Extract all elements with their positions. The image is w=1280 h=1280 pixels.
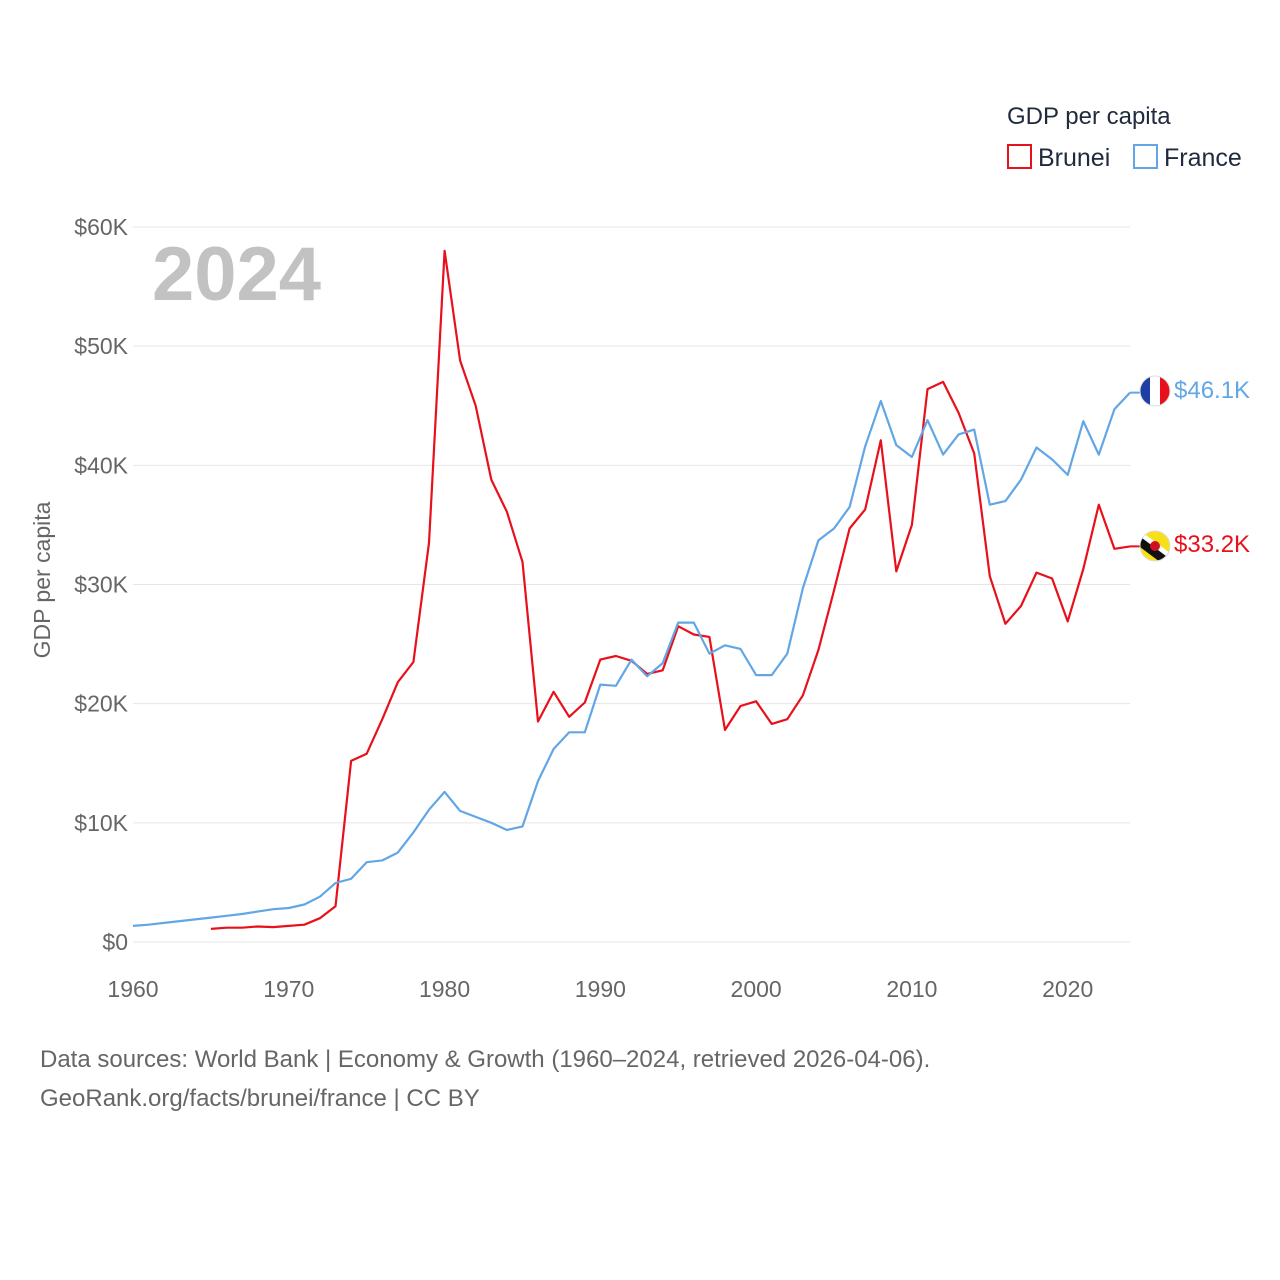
y-axis-label: GDP per capita bbox=[29, 501, 55, 658]
france-flag-icon bbox=[1140, 376, 1170, 406]
end-label-france: $46.1K bbox=[1174, 377, 1250, 404]
y-tick-label: $10K bbox=[74, 810, 128, 836]
x-tick-label: 2010 bbox=[886, 976, 937, 1002]
x-tick-label: 2020 bbox=[1042, 976, 1093, 1002]
legend-swatch-france bbox=[1133, 144, 1158, 169]
end-marker-brunei: $33.2K bbox=[1139, 530, 1250, 562]
legend-label-france: France bbox=[1164, 144, 1242, 172]
series-line-brunei bbox=[210, 249, 1131, 930]
series-lines bbox=[132, 249, 1140, 930]
legend-title: GDP per capita bbox=[1007, 103, 1171, 130]
end-label-brunei: $33.2K bbox=[1174, 531, 1250, 558]
data-source-line: Data sources: World Bank | Economy & Gro… bbox=[40, 1046, 931, 1073]
y-tick-label: $30K bbox=[74, 572, 128, 598]
year-label: 2024 bbox=[152, 232, 321, 317]
x-tick-label: 2000 bbox=[731, 976, 782, 1002]
x-axis-ticks: 1960 1970 1980 1990 2000 2010 2020 bbox=[107, 976, 1093, 1002]
gridlines bbox=[133, 226, 1130, 943]
y-tick-label: $20K bbox=[74, 691, 128, 717]
y-axis-ticks: $0 $10K $20K $30K $40K $50K $60K bbox=[74, 214, 128, 955]
x-tick-label: 1960 bbox=[107, 976, 158, 1002]
y-tick-label: $60K bbox=[74, 214, 128, 240]
y-tick-label: $50K bbox=[74, 333, 128, 359]
y-tick-label: $0 bbox=[102, 929, 128, 955]
x-tick-label: 1970 bbox=[263, 976, 314, 1002]
brunei-flag-icon bbox=[1140, 531, 1170, 561]
legend-swatch-brunei bbox=[1007, 144, 1032, 169]
x-tick-label: 1990 bbox=[575, 976, 626, 1002]
y-tick-label: $40K bbox=[74, 452, 128, 478]
x-tick-label: 1980 bbox=[419, 976, 470, 1002]
end-marker-france: $46.1K bbox=[1139, 375, 1250, 407]
legend: GDP per capita Brunei France bbox=[1007, 103, 1242, 172]
series-line-france bbox=[132, 391, 1131, 927]
credit-line: GeoRank.org/facts/brunei/france | CC BY bbox=[40, 1085, 480, 1112]
legend-label-brunei: Brunei bbox=[1038, 144, 1110, 172]
